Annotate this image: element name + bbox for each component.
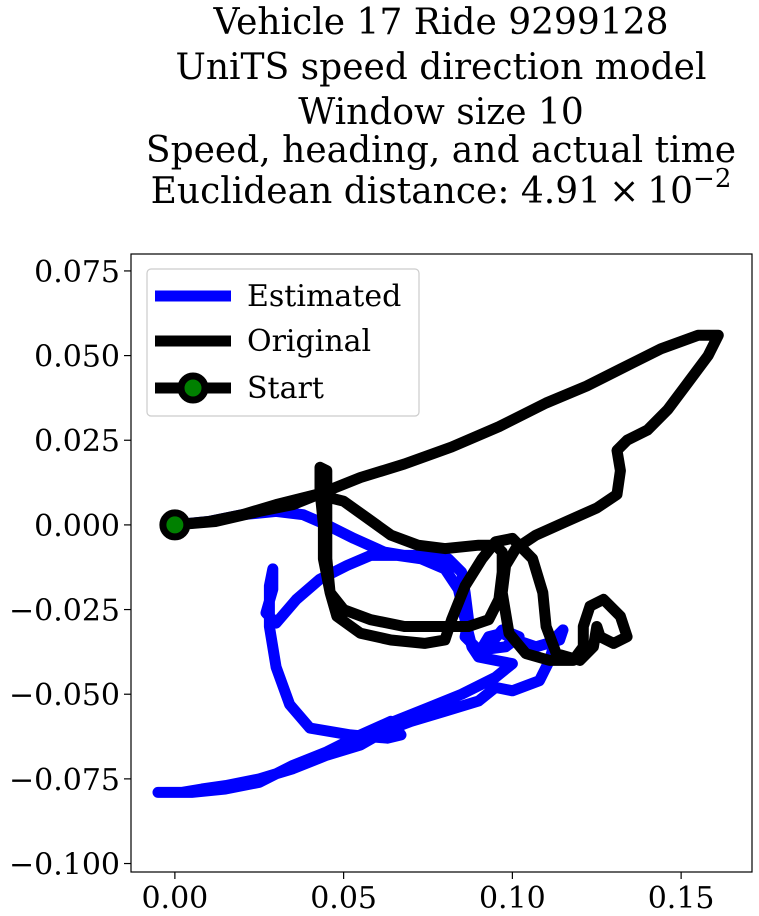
legend-label: Original	[247, 324, 371, 359]
title-line-2: UniTS speed direction model	[176, 47, 707, 88]
legend-item-estimated: Estimated	[155, 279, 401, 314]
y-tick-label: 0.000	[34, 509, 120, 544]
title-distance-prefix: Euclidean distance: 4.91	[151, 171, 601, 212]
series-line-original	[169, 329, 724, 666]
title-distance-exp: −2	[693, 164, 731, 194]
title-line-1: Vehicle 17 Ride 9299128	[212, 2, 668, 43]
y-tick-label: −0.075	[9, 763, 120, 798]
x-tick-label: 0.10	[479, 881, 546, 916]
legend-label: Estimated	[247, 279, 401, 314]
title-line-3: Window size 10	[298, 92, 584, 133]
legend: Estimated Original Start	[146, 268, 420, 417]
chart-title: Vehicle 17 Ride 9299128 UniTS speed dire…	[146, 2, 736, 212]
y-tick-label: −0.025	[9, 594, 120, 629]
legend-item-start: Start	[155, 371, 324, 406]
y-tick-label: 0.075	[34, 255, 120, 290]
x-tick-label: 0.15	[648, 881, 715, 916]
y-tick-label: 0.025	[34, 424, 120, 459]
title-distance-base: 10	[647, 171, 693, 212]
y-tick-label: 0.050	[34, 340, 120, 375]
title-line-4: Speed, heading, and actual time	[146, 130, 736, 171]
y-tick-label: −0.100	[9, 848, 120, 883]
legend-marker	[177, 372, 209, 404]
title-distance-times: ×	[609, 171, 639, 212]
x-axis-ticks: 0.00 0.05 0.10 0.15	[141, 872, 715, 916]
x-tick-label: 0.00	[141, 881, 208, 916]
y-axis-ticks: 0.075 0.050 0.025 0.000 −0.025 −0.050 −0.075 −0…	[9, 255, 131, 883]
start-marker	[159, 509, 191, 541]
y-tick-label: −0.050	[9, 678, 120, 713]
x-tick-label: 0.05	[310, 881, 377, 916]
legend-box	[146, 268, 420, 417]
plot-frame	[130, 253, 753, 873]
legend-item-original: Original	[155, 324, 371, 359]
plot-series	[152, 329, 724, 798]
title-line-5: Euclidean distance: 4.91 × 10−2	[151, 164, 732, 212]
legend-label: Start	[247, 371, 324, 406]
